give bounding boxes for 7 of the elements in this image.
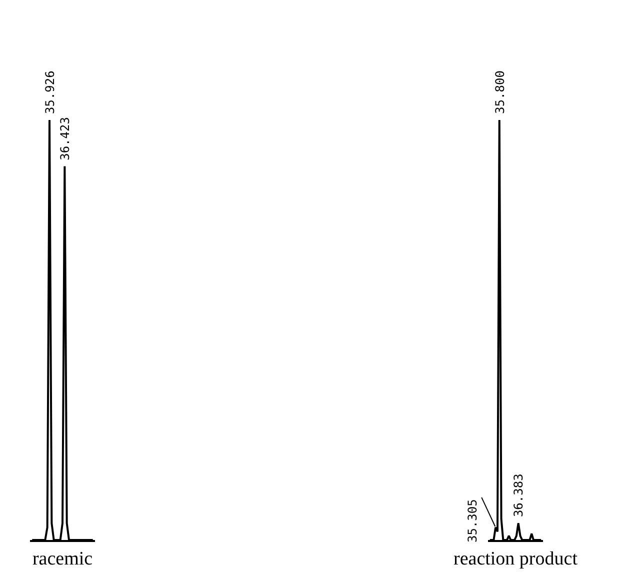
annotation: 36.383 — [512, 474, 526, 518]
annotation: 35.926 — [43, 70, 57, 114]
text: 35.305 — [466, 499, 480, 542]
annotation: 35.800 — [492, 70, 507, 114]
annotation: 36.423 — [58, 117, 72, 160]
x-axis-title: racemic — [32, 548, 93, 570]
x-axis-title: reaction product — [454, 548, 578, 570]
